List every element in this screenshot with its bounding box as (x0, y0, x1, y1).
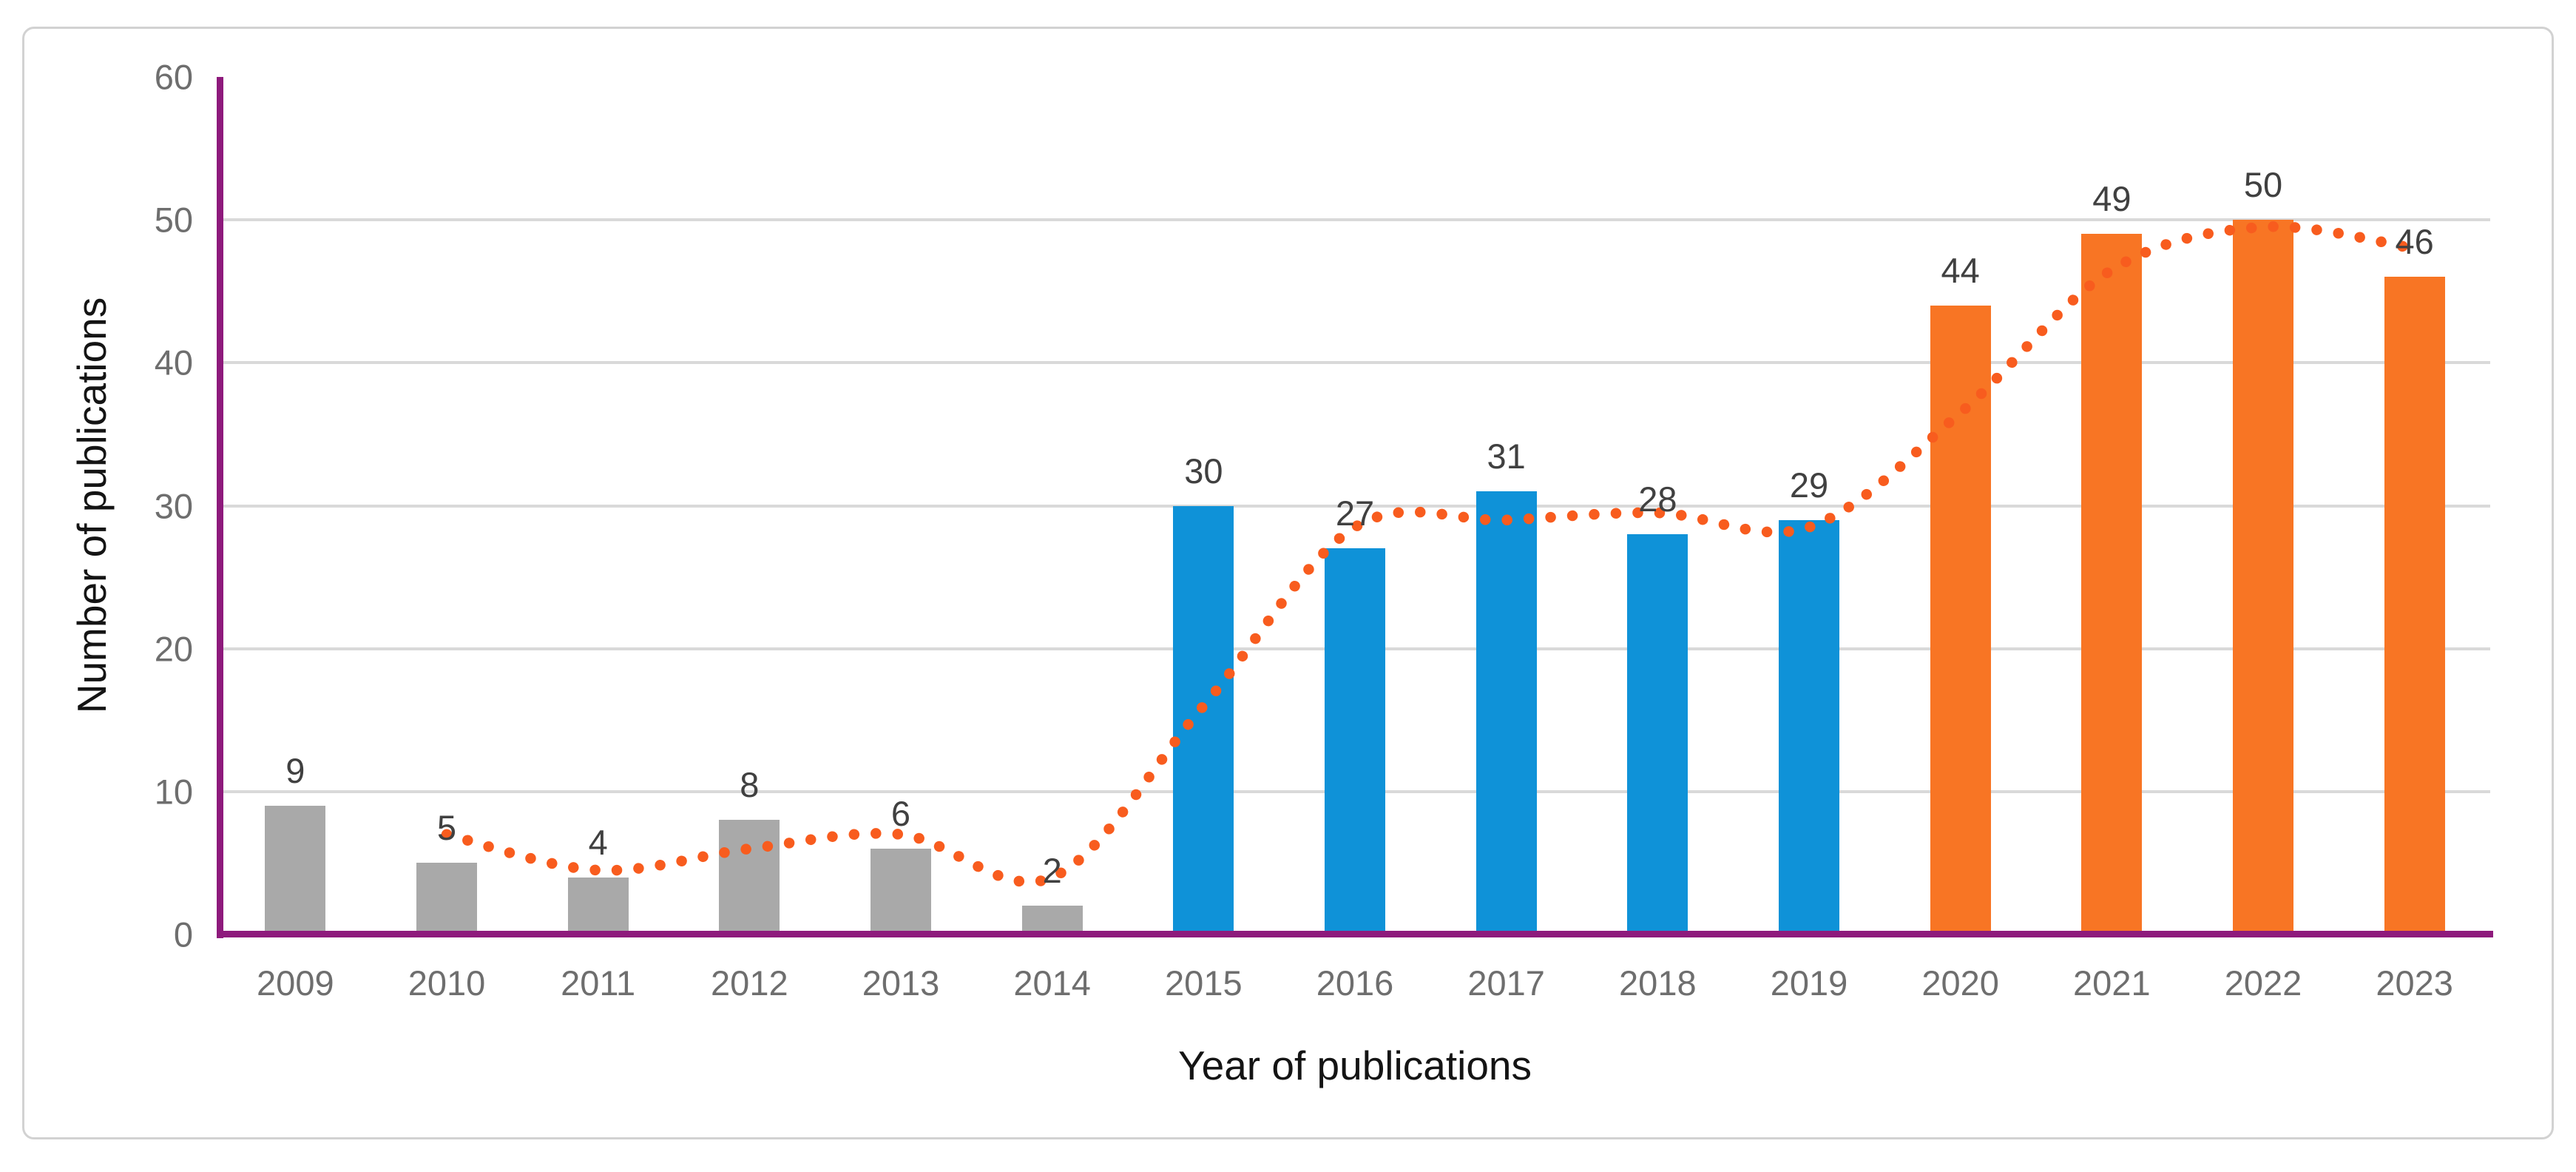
x-tick-label: 2010 (408, 963, 486, 1003)
bar (1325, 548, 1385, 934)
bar (1779, 519, 1839, 934)
bar-value-label: 30 (1184, 451, 1223, 491)
plot-area: 0 10 20 30 40 50 60 9 5 4 8 6 2 30 27 31 28 29 44 49 50 46 2… (155, 58, 2493, 1003)
x-tick-label: 2011 (561, 963, 636, 1003)
bar-value-label: 44 (1941, 251, 1980, 291)
bar (719, 820, 780, 934)
x-tick-label: 2023 (2376, 963, 2453, 1003)
bar (1173, 505, 1234, 934)
x-tick-label: 2017 (1467, 963, 1545, 1003)
bar-value-label: 9 (285, 751, 305, 791)
x-axis-title: Year of publications (1177, 1043, 1532, 1088)
bar (567, 877, 629, 934)
x-tick-label: 2009 (257, 963, 334, 1003)
y-tick-label: 0 (173, 915, 193, 954)
bar-value-label: 50 (2243, 165, 2283, 205)
y-tick-label: 40 (154, 343, 193, 383)
bar-value-label: 2 (1042, 851, 1062, 891)
bar-value-label: 6 (890, 794, 911, 834)
bar-value-label: 28 (1638, 479, 1677, 519)
y-tick-label: 60 (154, 57, 193, 97)
bar (2384, 277, 2445, 934)
x-tick-label: 2013 (862, 963, 940, 1003)
y-tick-label: 10 (154, 772, 193, 812)
bar (265, 806, 326, 934)
bar-value-label: 29 (1789, 465, 1829, 505)
trendline (441, 221, 2420, 888)
trendline-path (441, 221, 2420, 888)
bar (2233, 220, 2293, 934)
x-tick-label: 2016 (1316, 963, 1394, 1003)
bar-value-label: 4 (588, 822, 608, 862)
bar-value-label: 49 (2092, 179, 2132, 219)
gridline (220, 504, 2490, 508)
bar-value-label: 8 (740, 765, 760, 805)
x-tick-label: 2019 (1770, 963, 1848, 1003)
bar-value-label: 31 (1487, 437, 1526, 476)
x-axis-line (217, 931, 2493, 937)
bar (1627, 534, 1688, 934)
gridline (220, 218, 2490, 222)
y-tick-label: 20 (154, 629, 193, 669)
bar (416, 863, 477, 934)
x-tick-label: 2015 (1165, 963, 1243, 1003)
x-tick-label: 2021 (2073, 963, 2151, 1003)
x-tick-label: 2020 (1921, 963, 1999, 1003)
x-tick-label: 2022 (2224, 963, 2302, 1003)
bar (1475, 491, 1537, 934)
bar-value-label: 46 (2395, 222, 2434, 262)
y-axis-title: Number of publications (69, 297, 115, 714)
y-tick-label: 50 (154, 200, 193, 240)
x-tick-label: 2014 (1013, 963, 1091, 1003)
bar-value-label: 5 (436, 808, 457, 848)
y-axis-line (217, 77, 223, 938)
bar (2081, 234, 2143, 934)
x-tick-label: 2012 (711, 963, 788, 1003)
bar (1021, 906, 1083, 934)
y-tick-label: 30 (154, 486, 193, 525)
gridline (220, 361, 2490, 365)
bar (871, 849, 931, 934)
bar-value-label: 27 (1335, 494, 1375, 533)
x-tick-label: 2018 (1619, 963, 1697, 1003)
